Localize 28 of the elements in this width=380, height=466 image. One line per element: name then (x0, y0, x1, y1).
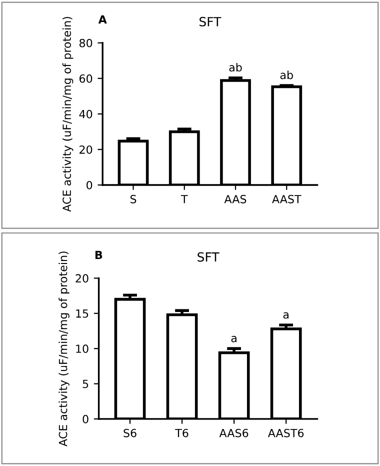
text: A (98, 15, 107, 24)
x-tick-label: T (180, 195, 188, 204)
y-tick-label: 5 (82, 380, 88, 388)
annotation: a (283, 312, 288, 319)
x-tick-label: T6 (175, 428, 188, 438)
x-tick-label: AAST (272, 194, 302, 204)
y-tick-label: 40 (79, 110, 92, 118)
y-tick-label: 60 (80, 74, 92, 83)
y-tick-label: 20 (76, 274, 88, 283)
x-tick-label: S (130, 194, 136, 204)
text: B (95, 250, 102, 260)
x-tick-label: AAST6 (268, 428, 304, 438)
x-tick-label: AAS6 (219, 428, 248, 438)
y-axis-title: ACE activity (uF/min/mg of protein) (58, 252, 70, 446)
y-tick-label: 15 (76, 310, 88, 318)
x-tick-label: AAS (224, 194, 246, 204)
y-tick-label: 0 (86, 180, 92, 190)
annotation: ab (280, 70, 293, 80)
y-axis-title: ACE activity (uF/min/mg of protein) (62, 16, 74, 212)
annotation: a (231, 336, 236, 342)
annotation: ab (229, 62, 242, 72)
y-tick-label: 0 (82, 414, 88, 424)
y-tick-label: 10 (76, 344, 88, 353)
chart-title: SFT (198, 252, 220, 262)
y-tick-label: 20 (80, 145, 92, 154)
y-tick-label: 80 (79, 38, 92, 48)
x-tick-label: S6 (124, 428, 136, 438)
chart-title: SFT (200, 16, 222, 26)
